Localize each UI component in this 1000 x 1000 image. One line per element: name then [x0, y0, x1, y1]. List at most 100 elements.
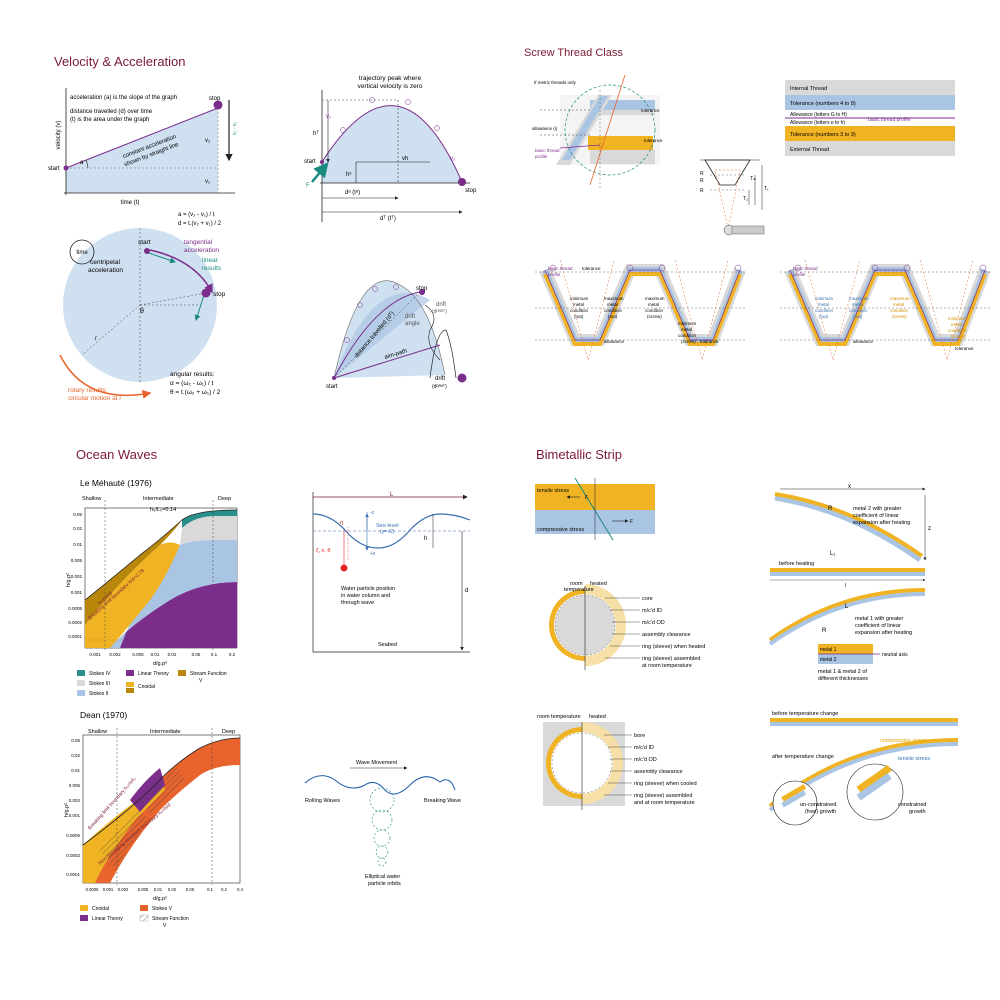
circ-ang2: α = (ω₂ - ω₁) / t	[170, 380, 214, 387]
vel-stop: stop	[209, 96, 221, 102]
lm-xtick-0: 0.001	[89, 652, 101, 657]
sp2-allowance: allowance	[853, 339, 874, 344]
bim2-m2b: coefficient of linear	[853, 513, 899, 519]
title-bimetal: Bimetallic Strip	[536, 447, 622, 462]
dean-ylabel: h/g.p²	[64, 803, 70, 817]
bim2-z: z	[928, 526, 931, 532]
sp2-smin1: minimum	[948, 316, 967, 321]
lemehaute-chart: Le Méhauté (1976) Shallow Intermediate D…	[66, 478, 238, 697]
bim1-tensile: tensile stress	[537, 488, 569, 494]
sp1-smax3: condition	[645, 308, 664, 313]
dean-xtick-3: 0.005	[138, 887, 149, 892]
dean-ytick-5: 0.001	[69, 813, 81, 818]
bim2-R2: R	[822, 628, 827, 634]
lm-legend: Stokes IV Stokes III Stokes II Linear Th…	[77, 670, 227, 697]
legend-external	[785, 141, 955, 156]
bim3-unc1: un-constrained	[800, 802, 836, 808]
ring2-l3: assembly clearance	[634, 769, 683, 775]
legend-internal	[785, 80, 955, 95]
dean-xtick-0: 0.0005	[86, 887, 99, 892]
sp1-smax2: metal	[648, 302, 659, 307]
dean-xtick-8: 0.2	[221, 887, 227, 892]
stop-dot	[213, 100, 223, 110]
sp2-smin4: (screw)	[951, 334, 966, 339]
vel-f1: a = (v₂ - v₁) / t	[178, 212, 215, 218]
vel-v2v1: v₂ - v₁	[232, 122, 238, 135]
traj-t2: vertical velocity is zero	[357, 83, 422, 90]
sp1-smax1: maximum	[645, 296, 665, 301]
sp1-smin3: condition	[678, 333, 697, 338]
orb-rolling: Rolling Waves	[305, 798, 340, 804]
sp2-min3: condition	[815, 308, 834, 313]
lm-xticks: 0.001 0.002 0.005 0.01 0.02 0.05 0.1 0.2	[89, 652, 235, 657]
ring1-l6: at room temperature	[642, 663, 692, 669]
title-screw: Screw Thread Class	[524, 47, 623, 59]
dean-leg-1: Stokes V	[152, 906, 173, 912]
sp1-smax4: (screw)	[647, 314, 662, 319]
drift-d4: (dᴰᴿᴵᶠᵀ)	[432, 384, 447, 390]
ring2-room: room temperature	[537, 714, 581, 720]
legend-0: Internal Thread	[790, 86, 827, 92]
ring1-temp: temperature	[564, 587, 594, 593]
sp1-min1: minimum	[570, 296, 589, 301]
circ-start: start	[138, 239, 151, 246]
bimetal-stress-bar: tensile stress compressive stress F F	[535, 477, 655, 541]
bim2-m1a: metal 1 with greater	[855, 616, 903, 622]
lm-leg-2: Stokes II	[89, 691, 108, 697]
legend-basic: basic thread profile	[868, 117, 910, 123]
ring-cooled: room temperature heated bore m/c'd ID m/…	[537, 714, 697, 810]
screw-T1: T₁	[764, 186, 769, 192]
sp2-max2: metal	[852, 302, 863, 307]
wp-sea: Sea level	[376, 523, 399, 529]
dean-leg-3: Stream Function	[152, 916, 189, 922]
bim3-con1: constrained	[898, 802, 926, 808]
sp1-max3: condition	[604, 308, 623, 313]
vel-start: start	[48, 166, 60, 172]
bimetal-bending: x R L₁ z metal 2 with greater coefficien…	[768, 484, 931, 682]
vel-f2: d = t.(v₂ + v₁) / 2	[178, 221, 222, 227]
vel-v2: v₂	[205, 138, 211, 144]
dean-ytick-0: 0.05	[71, 738, 80, 743]
dean-leg-2: Linear Theory	[92, 916, 123, 922]
lm-ytick-2: 0.01	[73, 542, 82, 547]
lm-ytick-3: 0.005	[71, 558, 83, 563]
trajectory-diagram: trajectory peak where vertical velocity …	[304, 75, 477, 222]
dean-chart: Dean (1970) Shallow Intermediate Deep h/…	[64, 710, 244, 929]
sp2-smax4: (screw)	[892, 314, 907, 319]
dean-xticks: 0.0005 0.001 0.002 0.005 0.01 0.02 0.05 …	[86, 887, 244, 892]
lm-xtick-6: 0.1	[211, 652, 218, 657]
drift-angle1: drift	[405, 314, 415, 320]
sp1-smin2: metal	[681, 327, 692, 332]
sp2-min4: (nut)	[819, 314, 829, 319]
start-dot	[63, 165, 69, 171]
sp2-basic2: profile	[793, 272, 806, 277]
traj-v1: v₁	[326, 114, 331, 120]
bim2-diff1: metal 1 & metal 2 of	[818, 669, 867, 675]
bim1-F2: F	[630, 519, 633, 525]
screw-R2: R	[700, 178, 704, 184]
wp-wp2: in water column and	[341, 593, 390, 599]
bim3-before: before temperature change	[772, 711, 838, 717]
circ-ang1: angular results:	[170, 371, 215, 378]
sp2-smax2: metal	[893, 302, 904, 307]
legend-5: External Thread	[790, 147, 829, 153]
bim2-neutral: neutral axis	[882, 652, 908, 658]
circ-stop: stop	[213, 291, 226, 298]
bim2-L1: L₁	[830, 551, 835, 557]
ring2-l1: m/c'd ID	[634, 745, 654, 751]
title-ocean: Ocean Waves	[76, 447, 158, 462]
sp1-max1: maximum	[604, 296, 624, 301]
sp1-tolerance: tolerance	[700, 339, 719, 344]
dean-inter: Intermediate	[150, 729, 181, 735]
lm-xtick-5: 0.05	[192, 652, 201, 657]
screw-R3: R	[700, 188, 704, 194]
bim1-comp: compressive stress	[537, 527, 584, 533]
bim2-L: L	[845, 604, 849, 610]
sp1-min2: metal	[573, 302, 584, 307]
screw-T2: T₂	[743, 196, 748, 202]
dean-ytick-7: 0.0002	[66, 853, 80, 858]
circular-motion-diagram: time start tangential acceleration linea…	[59, 228, 226, 402]
lm-yticks: 0.05 0.02 0.01 0.005 0.002 0.001 0.0005 …	[68, 512, 82, 639]
drift-start: start	[326, 384, 338, 390]
